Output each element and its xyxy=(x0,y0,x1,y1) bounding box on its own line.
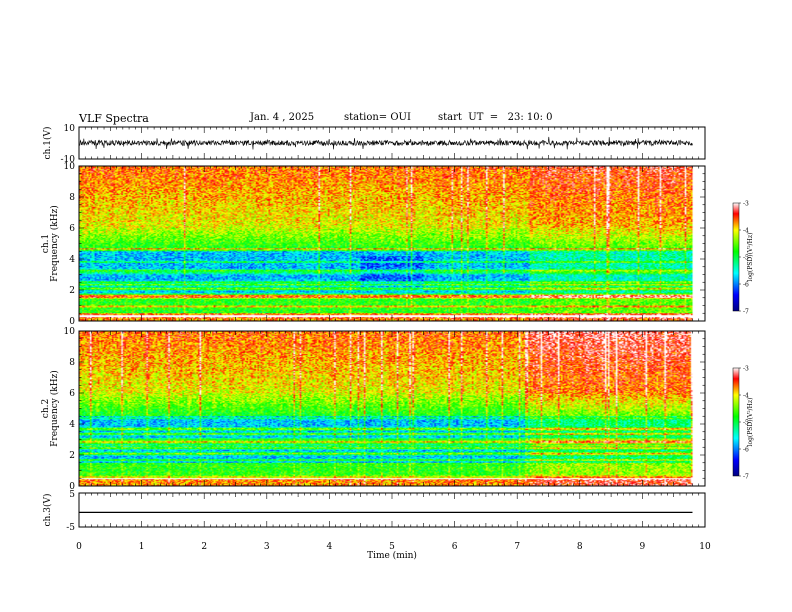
ch2-colorbar-tick: -6 xyxy=(743,447,749,454)
spec-ytick-label: 8 xyxy=(69,358,75,368)
date-label: Jan. 4 , 2025 xyxy=(250,112,315,123)
ch1-colorbar-tick: -7 xyxy=(743,309,749,316)
start-time-label: start UT = 23: 10: 0 xyxy=(438,112,553,123)
ch3-ytick-bottom: -5 xyxy=(66,523,75,533)
panel-ticks-4 xyxy=(78,493,706,527)
x-tick-label: 5 xyxy=(389,542,395,552)
ch1-colorbar-tick: -3 xyxy=(743,201,749,208)
ch2-spectrogram-image xyxy=(79,331,705,486)
spec-ytick-label: 2 xyxy=(69,286,75,296)
ch1-axis-label: ch.1(V) xyxy=(42,127,53,160)
x-tick-label: 9 xyxy=(640,542,646,552)
ch2-colorbar-tick: -3 xyxy=(743,366,749,373)
ch1-colorbar-label: log(PSD)(V²/Hz) xyxy=(747,233,754,282)
ch1-ytick-top: 10 xyxy=(64,124,76,134)
spec-ytick-label: 10 xyxy=(64,162,76,172)
ch2-colorbar-tick: -4 xyxy=(743,393,749,400)
ch1-spectrogram-image xyxy=(79,166,705,321)
x-tick-label: 3 xyxy=(264,542,270,552)
frequency-axis-label: Frequency (kHz) xyxy=(49,370,60,447)
ch1-colorbar-tick: -4 xyxy=(743,228,749,235)
ch2-colorbar-label: log(PSD)(V²/Hz) xyxy=(747,398,754,447)
panel-ticks-1 xyxy=(78,127,706,159)
x-tick-label: 2 xyxy=(201,542,207,552)
spec-ytick-label: 0 xyxy=(69,317,75,327)
spec-ytick-label: 4 xyxy=(69,420,75,430)
panel-ticks-2 xyxy=(78,166,706,321)
x-tick-label: 0 xyxy=(76,542,82,552)
spec-yticks-2 xyxy=(79,330,705,487)
ch1-ytick-bottom: -10 xyxy=(61,155,76,165)
x-tick-label: 6 xyxy=(452,542,458,552)
x-tick-label: 10 xyxy=(699,542,711,552)
panel-ticks-3 xyxy=(78,331,706,486)
frequency-axis-label: Frequency (kHz) xyxy=(49,205,60,282)
ch2-colorbar xyxy=(732,367,740,477)
chart-title: VLF Spectra xyxy=(79,112,149,125)
x-tick-label: 4 xyxy=(327,542,333,552)
ch2-colorbar-tick: -7 xyxy=(743,474,749,481)
ch1-waveform-line xyxy=(78,136,693,150)
x-tick-label: 1 xyxy=(139,542,145,552)
ch2-colorbar-tick: -5 xyxy=(743,420,749,427)
spec-ytick-label: 6 xyxy=(69,389,75,399)
x-tick-label: 7 xyxy=(514,542,520,552)
ch1-colorbar xyxy=(732,202,740,312)
channel-label: ch.2 xyxy=(41,399,51,418)
ch3-axis-label: ch.3(V) xyxy=(42,494,53,527)
x-tick-label: 8 xyxy=(577,542,583,552)
spec-ytick-label: 4 xyxy=(69,255,75,265)
spec-ytick-label: 0 xyxy=(69,482,75,492)
x-axis-label: Time (min) xyxy=(367,550,417,561)
spec-ytick-label: 10 xyxy=(64,327,76,337)
spec-ytick-label: 2 xyxy=(69,451,75,461)
spec-ytick-label: 8 xyxy=(69,193,75,203)
spec-yticks-1 xyxy=(79,165,705,322)
station-label: station= OUI xyxy=(344,112,411,123)
channel-label: ch.1 xyxy=(41,234,51,253)
ch1-colorbar-tick: -6 xyxy=(743,282,749,289)
spec-ytick-label: 6 xyxy=(69,224,75,234)
ch3-ytick-top: 5 xyxy=(69,490,75,500)
ch1-colorbar-tick: -5 xyxy=(743,255,749,262)
